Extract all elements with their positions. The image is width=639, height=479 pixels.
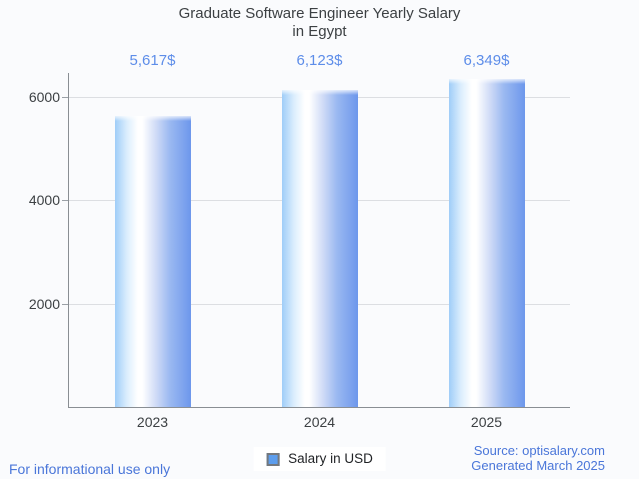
y-axis-line [68, 73, 69, 407]
chart-title-line-1: Graduate Software Engineer Yearly Salary [178, 5, 461, 22]
x-axis-tick-label: 2025 [470, 414, 503, 430]
chart-title: Graduate Software Engineer Yearly Salary… [0, 5, 639, 41]
y-axis-tick-label: 4000 [28, 192, 60, 209]
legend: Salary in USD [253, 447, 386, 471]
y-axis-tick [62, 96, 69, 98]
y-axis-tick [62, 200, 69, 202]
legend-label: Salary in USD [288, 451, 373, 466]
bar [281, 90, 358, 407]
x-axis-line [68, 407, 570, 408]
footer-generated: Generated March 2025 [471, 458, 605, 473]
y-axis-tick [62, 303, 69, 305]
y-axis-tick-label: 2000 [28, 295, 60, 312]
bar-value-label: 6,123$ [296, 52, 343, 69]
footer-disclaimer: For informational use only [9, 461, 171, 477]
bar [114, 116, 191, 407]
x-axis-tick-label: 2023 [136, 414, 169, 430]
bar-value-label: 5,617$ [129, 52, 176, 69]
footer-attribution: Source: optisalary.com Generated March 2… [471, 443, 605, 473]
x-axis-tick-label: 2024 [303, 414, 336, 430]
chart-title-line-2: in Egypt [292, 23, 347, 40]
legend-swatch-icon [266, 452, 280, 466]
footer-source: Source: optisalary.com [473, 443, 605, 458]
bar [448, 78, 525, 407]
y-axis-tick-label: 6000 [28, 88, 60, 105]
bar-value-label: 6,349$ [463, 52, 510, 69]
